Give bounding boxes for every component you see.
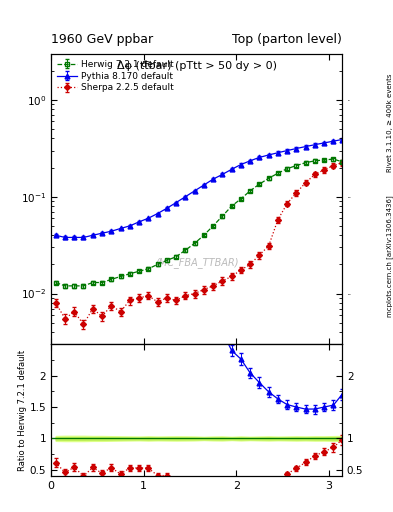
- Text: Rivet 3.1.10, ≥ 400k events: Rivet 3.1.10, ≥ 400k events: [387, 74, 393, 172]
- Text: (MC_FBA_TTBAR): (MC_FBA_TTBAR): [155, 258, 238, 268]
- Text: Δφ (tt̅bar) (pTtt > 50 dy > 0): Δφ (tt̅bar) (pTtt > 50 dy > 0): [116, 61, 277, 71]
- Text: 1960 GeV ppbar: 1960 GeV ppbar: [51, 33, 153, 46]
- Legend: Herwig 7.2.1 default, Pythia 8.170 default, Sherpa 2.2.5 default: Herwig 7.2.1 default, Pythia 8.170 defau…: [55, 58, 175, 94]
- Text: mcplots.cern.ch [arXiv:1306.3436]: mcplots.cern.ch [arXiv:1306.3436]: [386, 195, 393, 317]
- Y-axis label: Ratio to Herwig 7.2.1 default: Ratio to Herwig 7.2.1 default: [18, 350, 27, 471]
- Text: Top (parton level): Top (parton level): [232, 33, 342, 46]
